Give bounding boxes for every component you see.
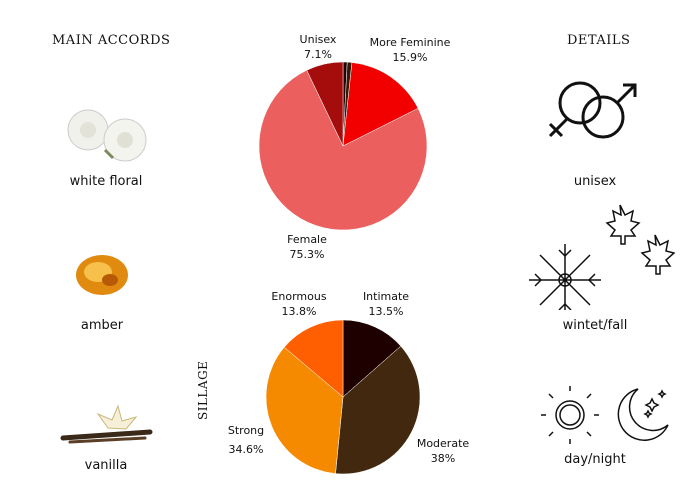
details-title: DETAILS	[567, 33, 631, 48]
amber-image	[76, 255, 128, 295]
slice-label-intimate: Intimate 13.5%	[362, 290, 410, 318]
slice-label-more-feminine: More Feminine 15.9%	[369, 36, 451, 64]
sillage-axis-label: SILLAGE	[196, 360, 210, 420]
vanilla-image	[60, 404, 153, 444]
slice-label-moderate: Moderate 38%	[416, 437, 470, 465]
accord-label: white floral	[69, 174, 143, 189]
pie-slice-more-feminine	[342, 62, 419, 147]
sun-moon-icon	[541, 386, 669, 444]
white-rose-image	[67, 109, 147, 162]
pie-slice-enormous	[283, 319, 344, 398]
pie-slice-strong	[265, 346, 344, 474]
slice-label-unisex: Unisex 7.1%	[299, 33, 337, 61]
sillage-pie	[265, 319, 421, 475]
slice-label-enormous: Enormous 13.8%	[271, 290, 327, 318]
pie-slice-female	[258, 69, 428, 231]
pie-slice-intimate	[342, 319, 402, 398]
pie-slice-unisex	[306, 61, 344, 147]
detail-label: day/night	[564, 452, 626, 467]
slice-label-female: Female 75.3%	[287, 233, 327, 261]
main-accords-title: MAIN ACCORDS	[52, 33, 171, 48]
detail-label: wintet/fall	[562, 318, 628, 333]
slice-label-strong: Strong 34.6%	[227, 424, 265, 456]
gender-symbols-icon	[548, 81, 637, 139]
pie-slice-moderate	[335, 345, 421, 475]
accord-label: vanilla	[84, 458, 128, 473]
accord-label: amber	[80, 318, 124, 333]
detail-label: unisex	[573, 174, 617, 189]
snowflake-maple-leaf-icon	[529, 204, 675, 310]
gender-pie	[258, 61, 428, 231]
